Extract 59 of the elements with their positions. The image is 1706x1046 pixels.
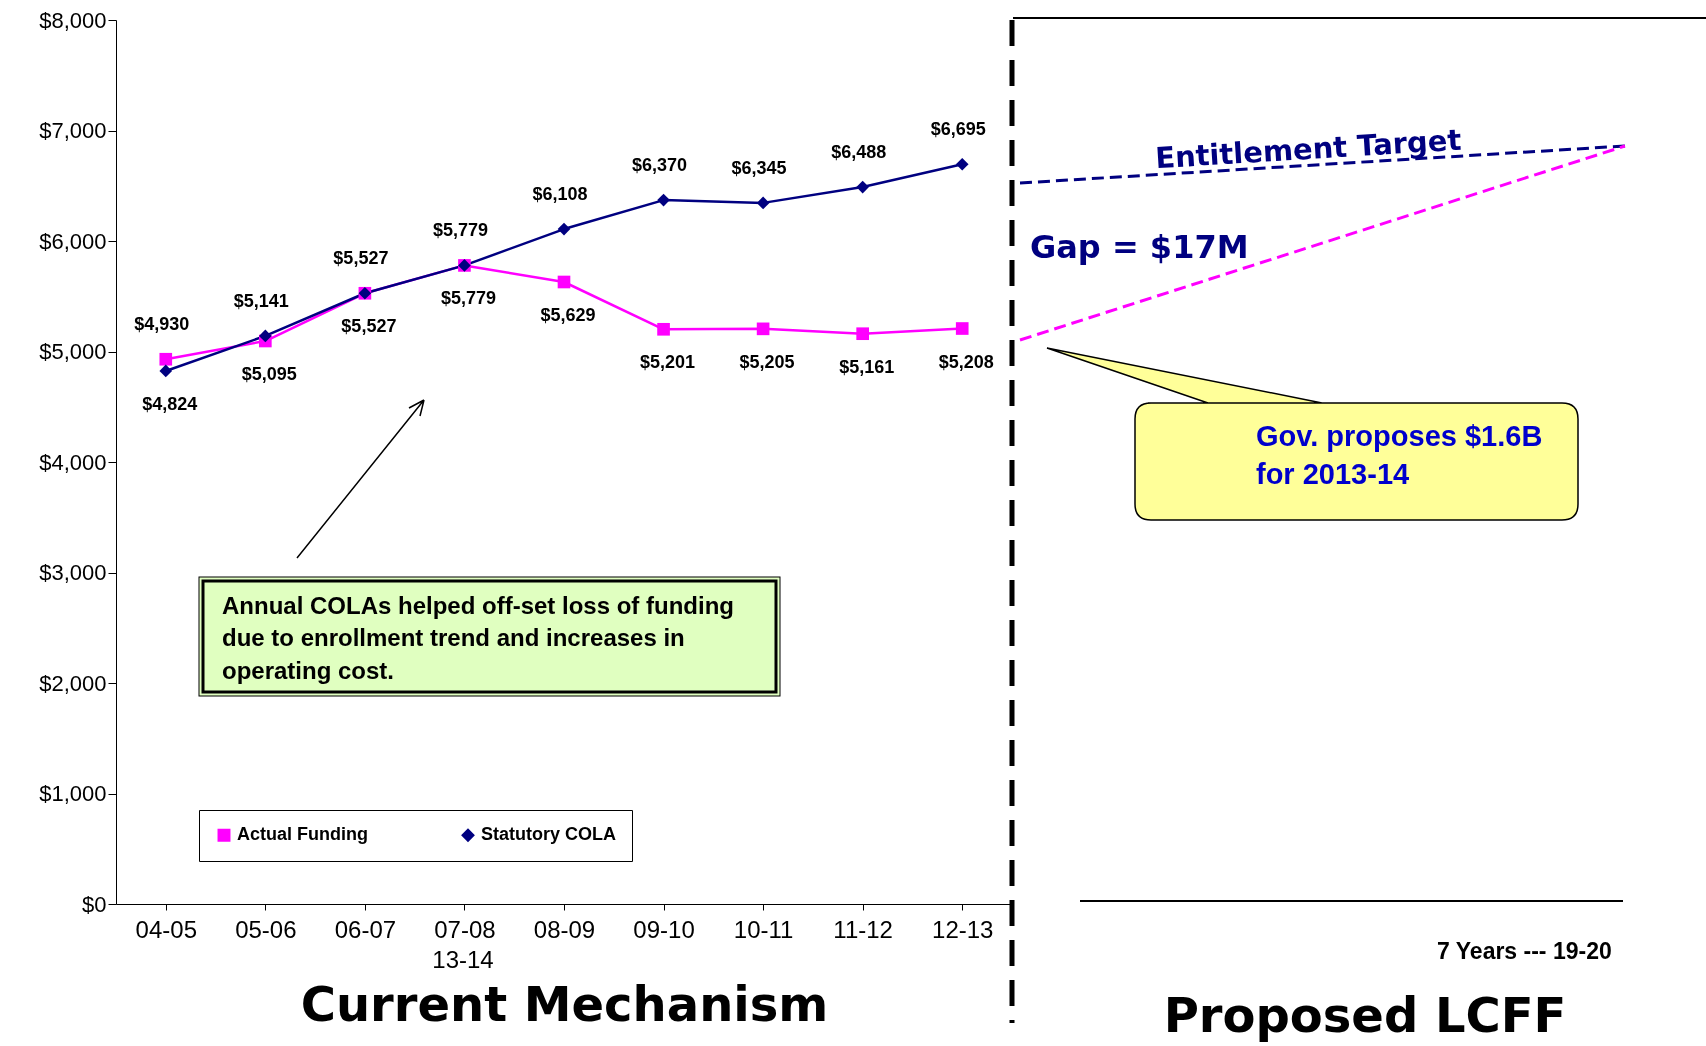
- data-label: $5,141: [233, 290, 289, 311]
- y-tick-label: $7,000: [39, 118, 107, 143]
- text: 13-14: [432, 946, 494, 974]
- data-label: $5,527: [341, 316, 397, 337]
- y-tick-label: $6,000: [39, 228, 107, 254]
- y-tick-label: $8,000: [39, 7, 107, 33]
- data-label: $6,108: [532, 184, 588, 205]
- data-label: $5,527: [333, 248, 389, 269]
- x-tick-label: 11-12: [833, 915, 893, 943]
- data-label: $5,779: [440, 288, 496, 309]
- point: [159, 364, 173, 378]
- data-label: $6,695: [930, 119, 986, 140]
- x-tick-label: 10-11: [733, 915, 794, 943]
- text: Gov. proposes $1.6B for 2013-14: [1256, 419, 1544, 492]
- data-label: $6,488: [831, 142, 887, 163]
- data-label: $6,370: [632, 155, 688, 176]
- point: [557, 222, 571, 236]
- point: [856, 327, 869, 341]
- y-tick-label: $0: [82, 891, 107, 917]
- text: 7 Years --- 19-20: [1437, 938, 1612, 965]
- data-label: $5,201: [640, 352, 696, 373]
- point: [756, 322, 770, 336]
- legend-label: Actual Funding: [237, 824, 368, 845]
- text: Gap = $17M: [1030, 228, 1249, 266]
- x-tick-label: 12-13: [932, 915, 994, 943]
- y-tick-label: $1,000: [39, 781, 107, 806]
- x-tick-label: 05-06: [235, 915, 297, 943]
- data-label: $5,208: [938, 351, 994, 372]
- point: [159, 352, 173, 366]
- x-axis-title: Current Mechanism: [300, 975, 829, 1032]
- x-tick-label: 09-10: [633, 915, 695, 943]
- data-label: $5,629: [540, 305, 596, 325]
- data-label: $6,345: [731, 157, 787, 178]
- point: [259, 329, 272, 343]
- x-tick-label: 04-05: [135, 915, 197, 943]
- y-tick-label: $2,000: [39, 670, 107, 696]
- x-tick-label: 08-09: [533, 915, 596, 943]
- point: [856, 180, 869, 194]
- data-label: $5,161: [839, 356, 895, 377]
- data-label: $5,205: [739, 351, 795, 372]
- point: [557, 275, 571, 289]
- x-tick-label: 07-08: [434, 915, 496, 943]
- data-label: $4,930: [134, 314, 190, 335]
- y-tick-label: $5,000: [39, 339, 107, 364]
- text: Entitlement Target: [1154, 122, 1463, 176]
- legend-label: Statutory COLA: [481, 824, 616, 845]
- data-label: $5,095: [241, 364, 297, 384]
- y-tick-label: $3,000: [39, 560, 107, 585]
- point: [657, 322, 670, 336]
- y-tick-label: $4,000: [39, 449, 107, 475]
- x-tick-label: 06-07: [334, 915, 397, 943]
- data-label: $4,824: [142, 393, 198, 414]
- annotation: Annual COLAs helped off-set loss of funding due to enrollment trend and increases in operating cost.: [222, 591, 735, 686]
- data-label: $5,779: [432, 220, 488, 241]
- text: Proposed LCFF: [1163, 987, 1567, 1043]
- point: [955, 322, 969, 335]
- point: [657, 193, 670, 207]
- point: [756, 196, 770, 210]
- point: [955, 157, 969, 171]
